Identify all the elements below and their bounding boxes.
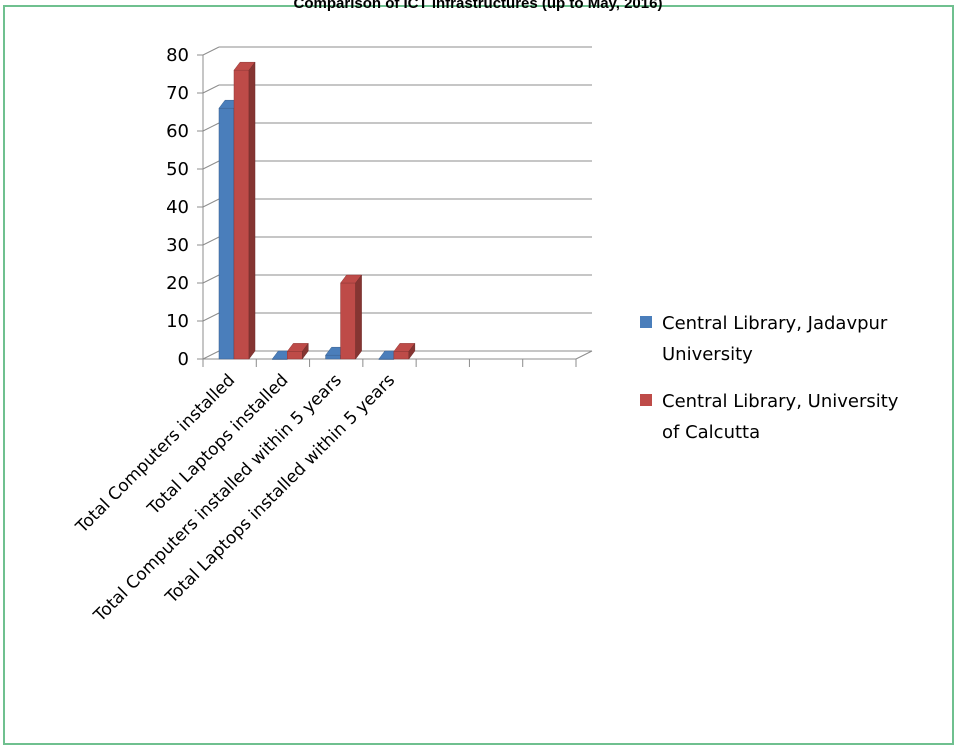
y-tick-label: 50 [166,159,189,180]
gridline-diagonal [202,160,220,170]
y-tick-label: 60 [166,121,189,142]
y-tick-labels: 0 10 20 30 40 50 60 70 80 [166,45,189,370]
legend-swatch [640,316,652,328]
bar-front [393,351,410,360]
legend-label: Central Library, University [662,391,899,412]
gridline-diagonal [202,236,220,246]
legend-label: University [662,344,753,365]
bar-side [302,342,309,360]
y-tick-label: 70 [166,83,189,104]
gridline-diagonal [202,198,220,208]
bar-side [248,61,256,360]
bar [233,61,256,360]
chart-title: Comparison of ICT infrastructures (up to… [294,0,663,12]
bar-front [325,354,341,360]
y-tick-label: 10 [166,311,189,332]
legend-swatch [640,394,652,406]
gridline-diagonal [202,122,220,132]
bar [393,342,416,360]
bar-side [355,274,362,360]
gridline-diagonal [202,312,220,322]
bar [340,274,363,360]
bar-front [287,351,303,360]
y-tick-label: 30 [166,235,189,256]
legend-label: of Calcutta [662,422,760,443]
legend-label: Central Library, Jadavpur [662,313,888,334]
bars [218,61,416,360]
bar-front [233,69,250,360]
gridline-diagonal [202,350,220,360]
y-tick-label: 20 [166,273,189,294]
bar [286,342,309,360]
x-category-label: Total Computers installed within 5 years [90,370,346,626]
y-tick-label: 40 [166,197,189,218]
y-tick-label: 80 [166,45,189,66]
bar-front [218,107,235,360]
legend: Central Library, Jadavpur University Centr… [640,313,899,443]
bar-front [340,282,356,360]
gridline-diagonal [202,46,220,56]
gridline-diagonal [202,274,220,284]
gridlines [202,46,592,360]
gridline-diagonal [202,84,220,94]
axes [197,54,593,367]
chart-border [3,5,954,745]
y-tick-label: 0 [178,349,189,370]
bar-side [408,342,416,360]
floor-edge [575,350,593,360]
